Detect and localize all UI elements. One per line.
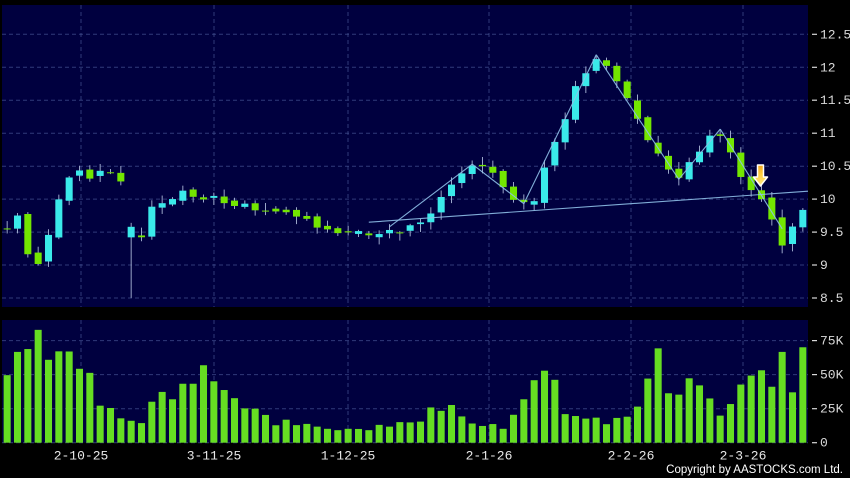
svg-text:11.5: 11.5 <box>820 93 850 108</box>
svg-text:8.5: 8.5 <box>820 291 843 306</box>
svg-text:2-3-26: 2-3-26 <box>720 449 767 464</box>
svg-text:50K: 50K <box>820 368 844 383</box>
svg-text:2-1-26: 2-1-26 <box>466 449 513 464</box>
svg-text:3-11-25: 3-11-25 <box>187 449 242 464</box>
svg-text:75K: 75K <box>820 334 844 349</box>
svg-text:2-2-26: 2-2-26 <box>608 449 655 464</box>
svg-text:10.5: 10.5 <box>820 159 850 174</box>
svg-text:12: 12 <box>820 60 836 75</box>
svg-text:12.5: 12.5 <box>820 27 850 42</box>
svg-text:1-12-25: 1-12-25 <box>321 449 376 464</box>
svg-text:10: 10 <box>820 192 836 207</box>
svg-text:11: 11 <box>820 126 836 141</box>
svg-text:25K: 25K <box>820 402 844 417</box>
svg-text:Copyright by AASTOCKS.com Ltd.: Copyright by AASTOCKS.com Ltd. <box>666 464 843 476</box>
svg-text:0: 0 <box>820 436 828 451</box>
svg-text:9.5: 9.5 <box>820 225 843 240</box>
svg-text:2-10-25: 2-10-25 <box>54 449 109 464</box>
svg-text:9: 9 <box>820 258 828 273</box>
